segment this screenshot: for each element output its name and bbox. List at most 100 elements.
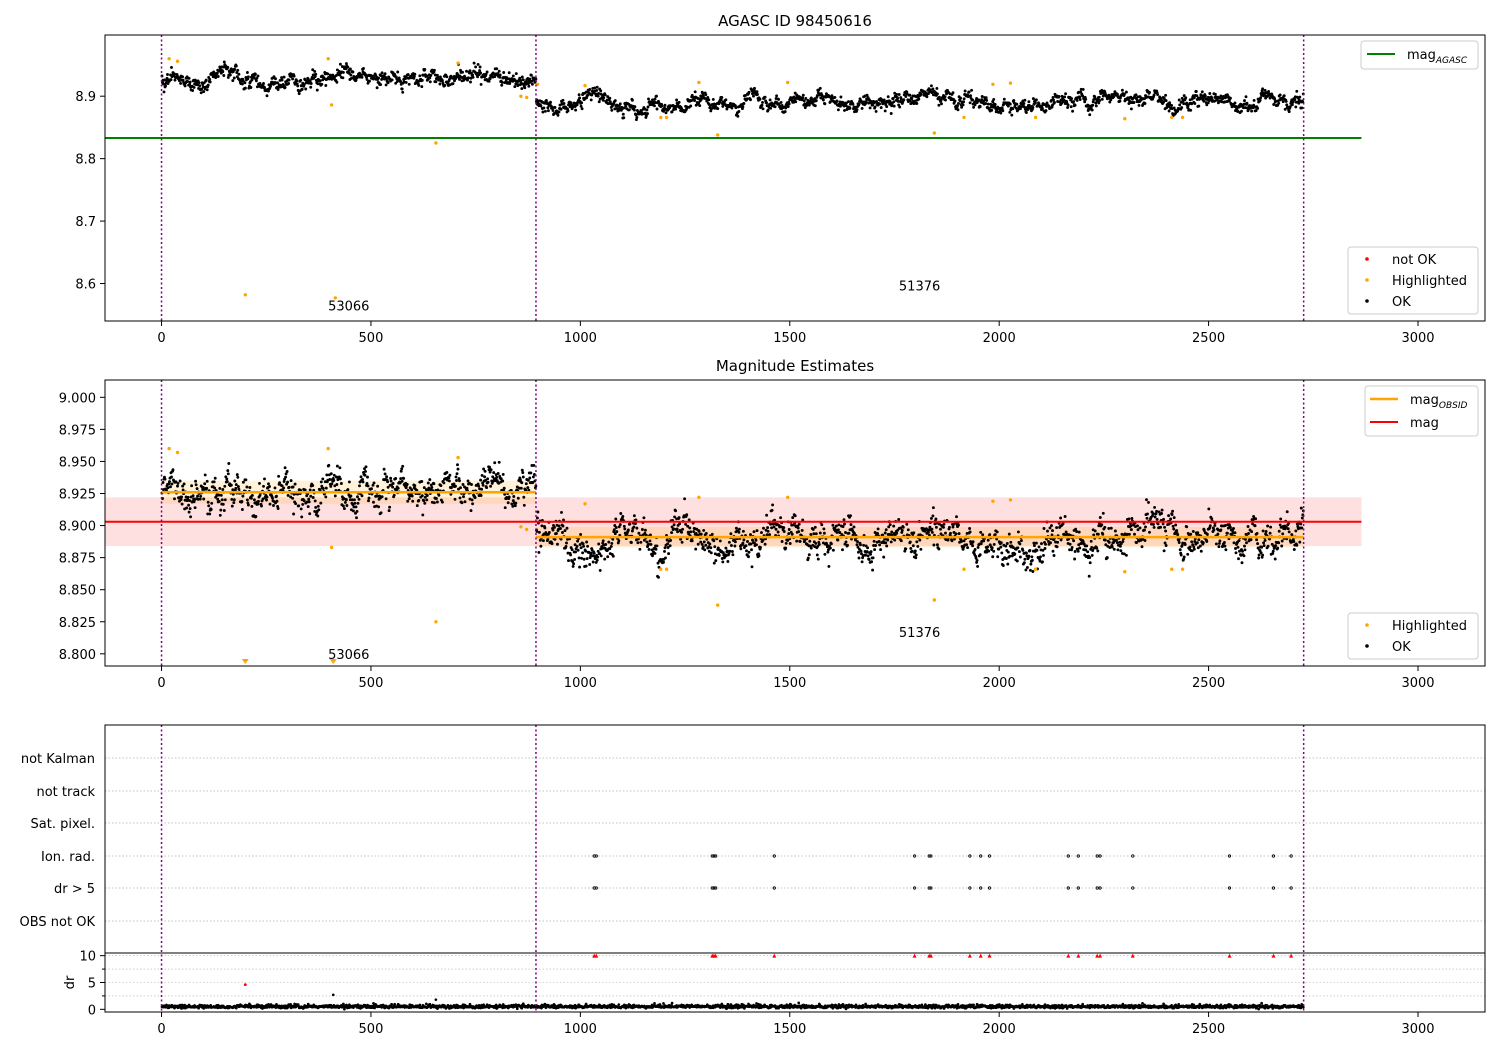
ok-point <box>461 70 464 74</box>
highlighted-point <box>326 446 330 451</box>
ok-point <box>770 508 774 512</box>
ok-point <box>1078 95 1082 99</box>
ok-point <box>1110 545 1114 549</box>
ok-point <box>463 500 467 504</box>
ok-point <box>1022 105 1026 109</box>
ok-point <box>986 538 990 542</box>
ok-point <box>169 485 172 489</box>
ok-point <box>180 495 184 499</box>
ok-point <box>1298 95 1302 99</box>
ok-point <box>1223 524 1227 527</box>
highlighted-point <box>991 499 995 503</box>
ok-point <box>1172 516 1176 520</box>
ok-point <box>189 515 193 519</box>
ok-point <box>895 92 899 96</box>
ok-point <box>565 526 569 530</box>
ok-point <box>252 498 256 502</box>
ok-point <box>707 98 711 102</box>
ok-point <box>795 539 799 543</box>
ok-point <box>394 477 398 480</box>
ok-point <box>642 538 646 542</box>
ok-point <box>507 495 511 499</box>
ok-point <box>985 98 989 102</box>
x-tick-label: 500 <box>359 676 384 691</box>
ok-point <box>890 533 894 537</box>
highlighted-point <box>932 598 936 602</box>
ok-point <box>318 79 322 83</box>
ok-point <box>452 482 456 486</box>
ok-point <box>165 488 168 492</box>
ok-point <box>629 541 633 544</box>
ok-point <box>191 494 195 498</box>
ok-point <box>233 68 237 71</box>
ok-point <box>291 496 295 500</box>
ok-point <box>935 92 939 96</box>
ok-point <box>197 81 201 85</box>
ok-point <box>302 83 306 87</box>
ok-point <box>213 476 217 480</box>
ok-point <box>613 99 617 103</box>
ok-point <box>358 71 361 75</box>
ok-point <box>232 76 236 80</box>
ok-point <box>857 102 861 106</box>
ok-point <box>1207 96 1211 99</box>
ok-point <box>1298 540 1302 544</box>
chart-title: AGASC ID 98450616 <box>718 12 872 30</box>
ok-point <box>471 75 475 79</box>
ok-point <box>221 502 225 506</box>
ok-point <box>547 530 551 534</box>
ok-point <box>734 526 738 530</box>
ok-point <box>1273 557 1277 561</box>
ok-point <box>1247 532 1250 535</box>
ok-point <box>234 483 238 487</box>
ok-point <box>380 495 384 499</box>
ok-point <box>601 98 605 102</box>
ok-point <box>1287 110 1291 114</box>
ok-point <box>717 553 721 557</box>
ok-point <box>1266 544 1270 548</box>
ok-point <box>355 516 358 520</box>
ok-point <box>779 100 783 104</box>
ok-point <box>529 73 533 77</box>
ok-point <box>782 526 786 530</box>
ok-point <box>905 522 909 526</box>
ok-point <box>1263 88 1267 92</box>
ok-point <box>163 477 167 481</box>
ok-point <box>274 77 277 81</box>
ok-point <box>714 559 718 563</box>
ok-point <box>338 73 342 77</box>
highlighted-point <box>525 95 529 100</box>
ok-point <box>284 472 288 476</box>
ok-point <box>1256 542 1260 546</box>
ok-point <box>540 524 544 528</box>
ok-point <box>976 564 980 568</box>
ok-point <box>1152 93 1156 97</box>
legend-bottom <box>1347 246 1479 315</box>
ok-point <box>1255 538 1259 542</box>
ok-point <box>164 84 167 88</box>
ok-point <box>1060 94 1064 98</box>
ok-point <box>801 96 805 100</box>
ok-point <box>422 499 426 503</box>
ok-point <box>398 481 402 485</box>
ok-point <box>422 486 426 490</box>
ok-point <box>386 480 390 484</box>
ok-point <box>836 538 840 542</box>
ok-point <box>1078 546 1082 550</box>
ok-point <box>1169 517 1173 521</box>
ok-point <box>935 86 939 90</box>
ok-point <box>218 486 222 490</box>
ok-point <box>991 555 995 559</box>
x-tick-label: 2500 <box>1192 676 1225 691</box>
ok-point <box>1070 548 1074 552</box>
ok-point <box>478 65 482 69</box>
ok-point <box>773 105 777 109</box>
ok-point <box>516 83 520 87</box>
ok-point <box>834 524 838 528</box>
ok-point <box>1163 541 1167 545</box>
ok-point <box>1258 98 1262 102</box>
ok-point <box>258 481 261 485</box>
ok-point <box>324 84 328 87</box>
ok-point <box>1089 539 1093 543</box>
ok-point <box>1024 111 1028 114</box>
